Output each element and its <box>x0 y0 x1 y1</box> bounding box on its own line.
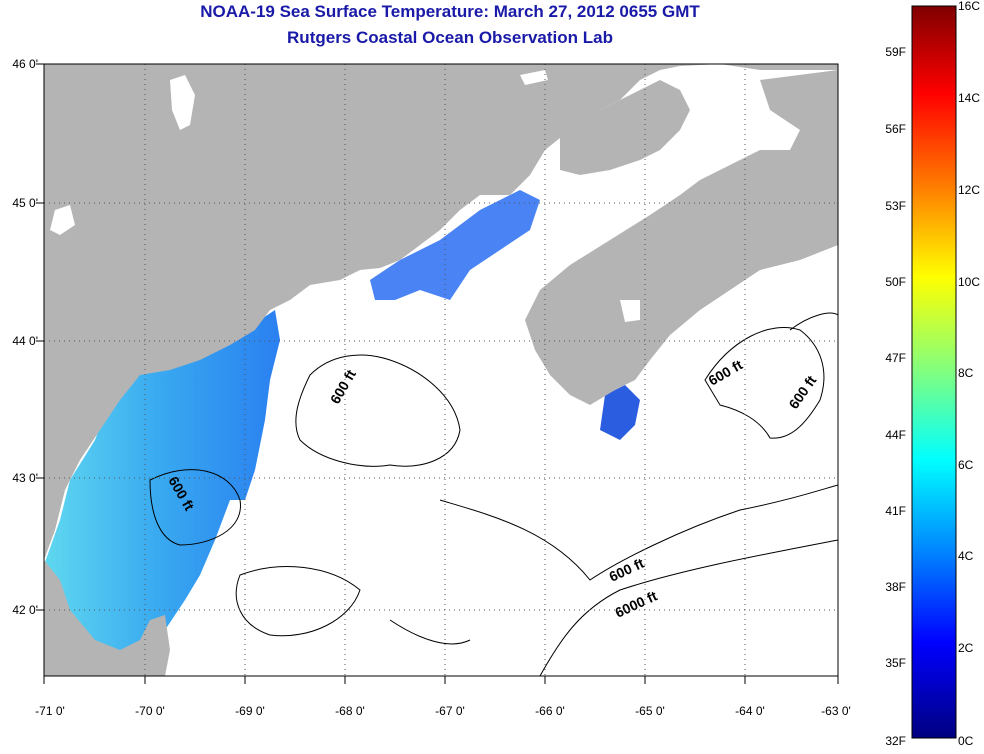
cb-fahrenheit-label: 59F <box>885 45 906 59</box>
lon-label: -67 0' <box>435 704 465 718</box>
cb-fahrenheit-label: 41F <box>885 504 906 518</box>
lake <box>520 70 548 85</box>
cb-fahrenheit-label: 56F <box>885 122 906 136</box>
map-title: NOAA-19 Sea Surface Temperature: March 2… <box>200 2 700 21</box>
colorbar-celsius-labels: 16C 14C 12C 10C 8C 6C 4C 2C 0C <box>958 0 980 748</box>
lon-label: -70 0' <box>135 704 165 718</box>
cb-celsius-label: 8C <box>958 366 974 380</box>
lake <box>50 205 75 235</box>
lon-label: -69 0' <box>235 704 265 718</box>
lake <box>620 300 640 322</box>
cb-celsius-label: 0C <box>958 734 974 748</box>
cb-celsius-label: 14C <box>958 91 980 105</box>
land-cape-cod <box>44 560 170 676</box>
cb-celsius-label: 6C <box>958 458 974 472</box>
land-bay-of-fundy-north <box>560 80 690 175</box>
lon-label: -65 0' <box>635 704 665 718</box>
cb-fahrenheit-label: 47F <box>885 351 906 365</box>
land-nova-scotia <box>525 70 838 405</box>
colorbar-fahrenheit-labels: 59F 56F 53F 50F 47F 44F 41F 38F 35F 32F <box>885 45 906 748</box>
cb-celsius-label: 10C <box>958 275 980 289</box>
cb-fahrenheit-label: 35F <box>885 656 906 670</box>
cb-fahrenheit-label: 38F <box>885 580 906 594</box>
lat-label: 45 0' <box>12 196 38 210</box>
lon-label: -64 0' <box>735 704 765 718</box>
lat-label: 46 0' <box>12 57 38 71</box>
lat-label: 43 0' <box>12 471 38 485</box>
colorbar <box>911 5 957 739</box>
sst-data-central <box>370 190 540 300</box>
cb-celsius-label: 12C <box>958 183 980 197</box>
latitude-labels: 46 0' 45 0' 44 0' 43 0' 42 0' <box>12 57 38 617</box>
longitude-labels: -71 0' -70 0' -69 0' -68 0' -67 0' -66 0… <box>35 704 851 718</box>
lon-label: -68 0' <box>335 704 365 718</box>
lat-label: 42 0' <box>12 603 38 617</box>
lon-label: -66 0' <box>535 704 565 718</box>
lake <box>170 75 195 130</box>
cb-fahrenheit-label: 53F <box>885 199 906 213</box>
cb-celsius-label: 2C <box>958 641 974 655</box>
cb-fahrenheit-label: 50F <box>885 275 906 289</box>
land-new-england <box>44 64 838 560</box>
lon-label: -71 0' <box>35 704 65 718</box>
isobath-contours <box>149 312 838 676</box>
map-frame <box>43 63 839 677</box>
cb-fahrenheit-label: 32F <box>885 734 906 748</box>
sst-data-west <box>44 310 280 676</box>
lon-label: -63 0' <box>821 704 851 718</box>
cb-celsius-label: 4C <box>958 549 974 563</box>
cb-fahrenheit-label: 44F <box>885 428 906 442</box>
tick-marks <box>36 63 839 684</box>
cb-celsius-label: 16C <box>958 0 980 13</box>
sst-data-nova-scotia <box>600 385 640 440</box>
graticule <box>44 64 838 676</box>
map-subtitle: Rutgers Coastal Ocean Observation Lab <box>287 28 613 47</box>
lat-label: 44 0' <box>12 334 38 348</box>
